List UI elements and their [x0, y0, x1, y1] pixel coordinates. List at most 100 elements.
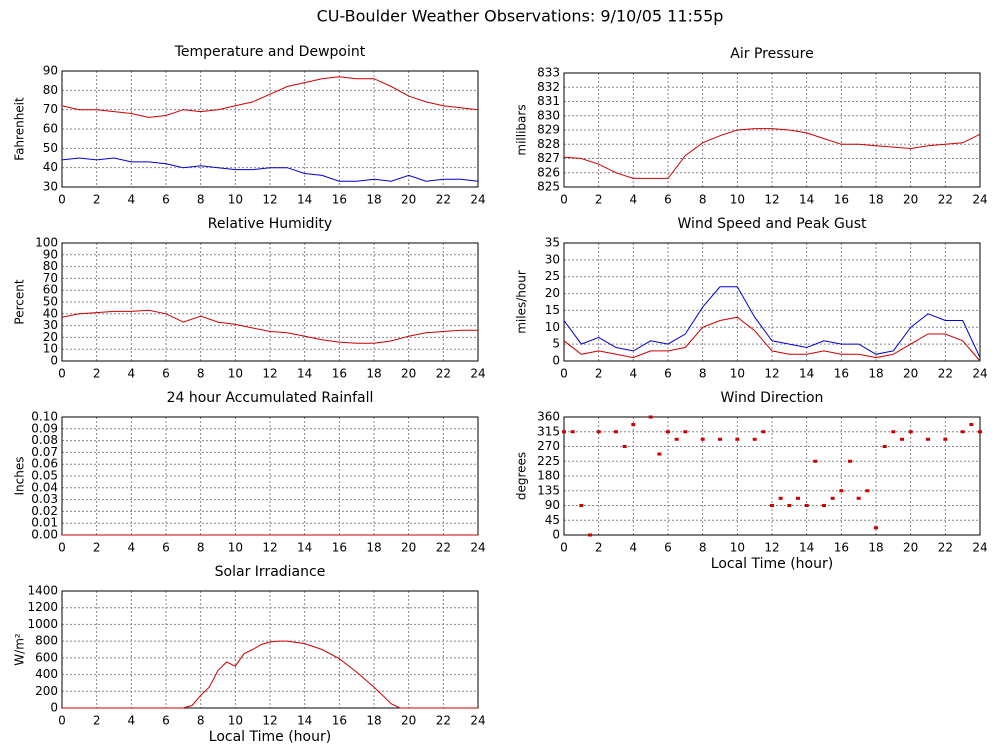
- x-tick-label: 0: [58, 541, 66, 555]
- x-tick-label: 18: [868, 193, 883, 207]
- x-tick-label: 10: [730, 541, 745, 555]
- x-tick-label: 8: [699, 193, 707, 207]
- x-tick-label: 6: [664, 367, 672, 381]
- x-tick-label: 2: [93, 193, 101, 207]
- point: [683, 430, 688, 434]
- y-tick-label: 90: [43, 64, 58, 78]
- point: [865, 489, 870, 493]
- point: [579, 504, 584, 507]
- y-tick-label: 30: [43, 180, 58, 194]
- x-tick-label: 16: [834, 193, 849, 207]
- y-tick-label: 60: [43, 283, 58, 297]
- y-tick-label: 80: [43, 83, 58, 97]
- y-tick-label: 0.05: [31, 469, 58, 483]
- x-tick-label: 8: [197, 193, 205, 207]
- point: [666, 430, 670, 434]
- x-tick-label: 16: [332, 193, 347, 207]
- x-tick-label: 22: [436, 193, 451, 207]
- x-tick-label: 18: [366, 193, 381, 207]
- point: [752, 437, 757, 441]
- x-tick-label: 0: [58, 193, 66, 207]
- x-tick-label: 22: [938, 367, 953, 381]
- x-tick-label: 18: [366, 541, 381, 555]
- point: [900, 437, 904, 441]
- y-axis-label: Fahrenheit: [13, 97, 27, 161]
- y-tick-label: 0: [50, 354, 58, 368]
- x-axis-label: Local Time (hour): [711, 556, 833, 572]
- y-tick-label: 70: [43, 102, 58, 116]
- x-tick-label: 12: [262, 367, 277, 381]
- series-line: [563, 128, 981, 179]
- x-tick-label: 24: [470, 367, 485, 381]
- y-tick-label: 0.00: [31, 528, 58, 542]
- point: [631, 423, 636, 427]
- x-tick-label: 16: [834, 541, 849, 555]
- y-tick-label: 50: [43, 141, 58, 155]
- point: [570, 430, 575, 434]
- y-tick-label: 90: [545, 498, 560, 512]
- y-axis-label: W/m²: [13, 633, 27, 666]
- series-line: [61, 157, 479, 182]
- x-tick-label: 6: [664, 193, 672, 207]
- point: [978, 430, 982, 434]
- point: [856, 496, 861, 500]
- y-tick-label: 832: [537, 80, 560, 94]
- point: [657, 452, 662, 456]
- y-tick-label: 100: [35, 236, 58, 250]
- y-tick-label: 0.06: [31, 457, 58, 471]
- x-tick-label: 14: [799, 193, 814, 207]
- x-axis-label: Local Time (hour): [209, 729, 331, 745]
- x-tick-label: 16: [834, 367, 849, 381]
- point: [700, 437, 705, 441]
- x-tick-label: 10: [730, 367, 745, 381]
- x-tick-label: 6: [664, 541, 672, 555]
- y-tick-label: 10: [545, 320, 560, 334]
- series-line: [563, 286, 981, 358]
- x-tick-label: 0: [560, 541, 568, 555]
- x-tick-label: 22: [436, 367, 451, 381]
- y-axis-label: Percent: [13, 279, 27, 324]
- y-tick-label: 5: [552, 337, 560, 351]
- x-tick-label: 14: [297, 714, 312, 728]
- x-tick-label: 10: [228, 541, 243, 555]
- x-tick-label: 22: [938, 193, 953, 207]
- x-tick-label: 8: [197, 367, 205, 381]
- series-line: [61, 309, 478, 344]
- point: [796, 496, 800, 500]
- x-tick-label: 0: [560, 367, 568, 381]
- y-tick-label: 40: [43, 306, 58, 320]
- point: [735, 437, 740, 441]
- y-tick-label: 833: [537, 66, 560, 80]
- x-tick-label: 0: [560, 193, 568, 207]
- series-line: [61, 76, 479, 118]
- x-tick-label: 22: [938, 541, 953, 555]
- point: [969, 423, 974, 427]
- x-tick-label: 14: [297, 541, 312, 555]
- y-tick-label: 40: [43, 160, 58, 174]
- y-tick-label: 828: [537, 137, 560, 151]
- y-tick-label: 45: [545, 513, 560, 527]
- x-tick-label: 16: [332, 714, 347, 728]
- plot-frame: [563, 242, 981, 362]
- point: [770, 504, 774, 507]
- point: [622, 445, 627, 448]
- plot-frame: [563, 72, 981, 188]
- point: [926, 437, 930, 441]
- point: [882, 445, 887, 448]
- x-tick-label: 12: [262, 714, 277, 728]
- y-axis-label: degrees: [515, 452, 529, 500]
- x-tick-label: 12: [262, 193, 277, 207]
- y-tick-label: 0.09: [31, 421, 58, 435]
- y-tick-label: 35: [545, 236, 560, 250]
- point: [960, 430, 965, 434]
- point: [839, 489, 844, 493]
- y-tick-label: 90: [43, 247, 58, 261]
- x-tick-label: 2: [595, 541, 603, 555]
- x-tick-label: 20: [903, 541, 918, 555]
- x-tick-label: 2: [595, 367, 603, 381]
- y-tick-label: 30: [545, 252, 560, 266]
- y-tick-label: 180: [537, 469, 560, 483]
- y-tick-label: 315: [537, 424, 560, 438]
- y-tick-label: 25: [545, 269, 560, 283]
